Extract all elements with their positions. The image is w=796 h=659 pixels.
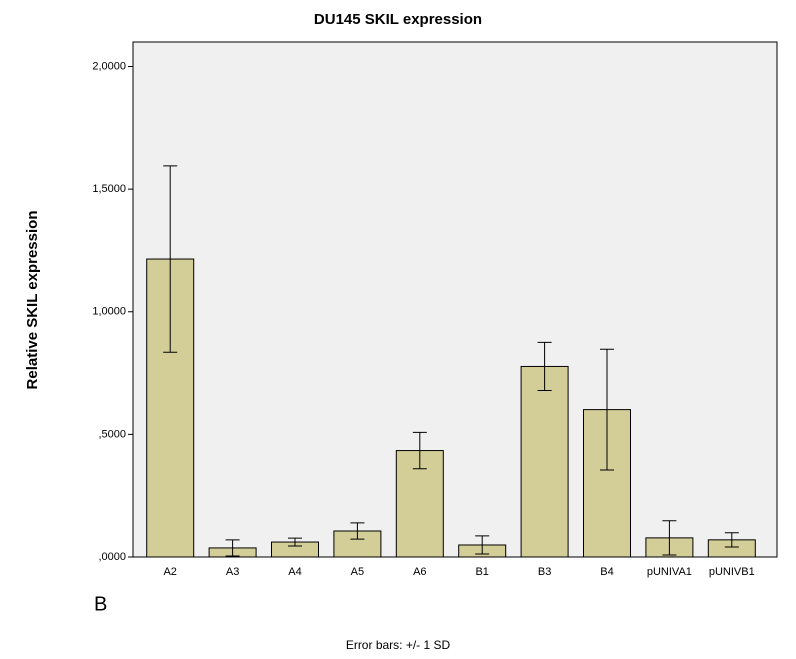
- error-bar: [475, 535, 490, 555]
- error-bar: [662, 520, 677, 556]
- x-tick-label: A3: [226, 566, 239, 578]
- x-tick-label: pUNIVB1: [709, 566, 755, 578]
- error-bar: [412, 431, 427, 470]
- y-tick-label: ,5000: [98, 428, 126, 440]
- chart-title: DU145 SKIL expression: [314, 11, 482, 28]
- x-tick-label: A2: [163, 566, 176, 578]
- y-tick-label: 2,0000: [92, 60, 126, 72]
- error-bar: [724, 532, 739, 548]
- footnote: Error bars: +/- 1 SD: [346, 638, 451, 652]
- x-tick-label: B1: [475, 566, 488, 578]
- error-bar: [537, 341, 552, 391]
- error-bar: [163, 165, 178, 353]
- annotation: B: [94, 593, 107, 615]
- x-tick-label: B3: [538, 566, 551, 578]
- x-tick-label: A5: [351, 566, 364, 578]
- y-tick-label: ,0000: [98, 551, 126, 563]
- error-bar: [225, 539, 240, 557]
- x-tick-label: A6: [413, 566, 426, 578]
- error-bar: [600, 348, 614, 471]
- error-bar: [288, 537, 302, 547]
- bar: [520, 365, 569, 558]
- x-tick-label: A4: [288, 566, 301, 578]
- y-axis-label: Relative SKIL expression: [24, 211, 41, 390]
- plot-area: [132, 41, 778, 558]
- y-tick-label: 1,0000: [92, 306, 126, 318]
- error-bar: [350, 522, 365, 540]
- y-tick-label: 1,5000: [92, 183, 126, 195]
- x-tick-label: pUNIVA1: [647, 566, 692, 578]
- x-tick-label: B4: [600, 566, 613, 578]
